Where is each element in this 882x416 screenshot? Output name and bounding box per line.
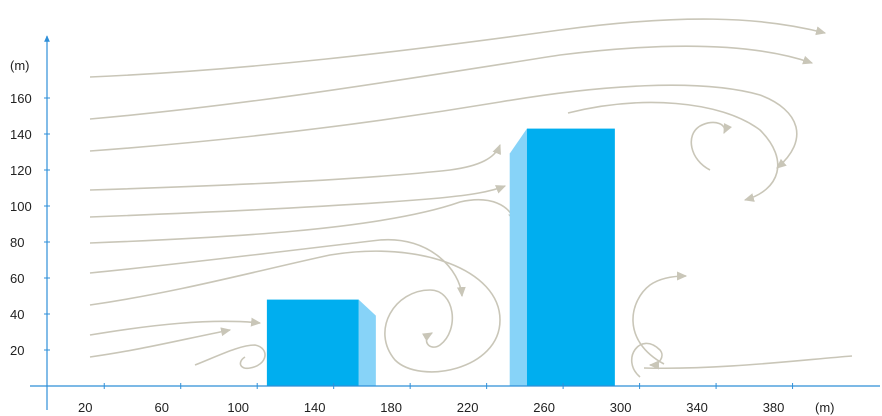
x-tick-label: 340 <box>686 400 708 415</box>
y-axis-ticks: 20 40 60 80 100 120 140 160 <box>10 91 50 358</box>
streamline <box>690 121 733 171</box>
tall-building-side <box>509 128 527 386</box>
streamline <box>89 238 466 298</box>
x-tick-label: 60 <box>154 400 168 415</box>
streamline <box>89 45 814 120</box>
x-tick-label: 380 <box>763 400 785 415</box>
streamline <box>89 18 827 78</box>
axes: 20 60 100 140 180 220 260 300 340 380 20 40 60 80 100… <box>10 35 880 415</box>
y-tick-label: 60 <box>10 271 24 286</box>
x-tick-label: 100 <box>227 400 249 415</box>
y-tick-label: 40 <box>10 307 24 322</box>
buildings <box>266 128 615 386</box>
streamline <box>89 198 517 244</box>
streamline <box>89 185 507 218</box>
streamline <box>632 271 688 365</box>
y-tick-label: 80 <box>10 235 24 250</box>
y-tick-label: 120 <box>10 163 32 178</box>
streamline <box>89 327 232 358</box>
streamline <box>89 84 798 169</box>
x-tick-label: 180 <box>380 400 402 415</box>
y-tick-label: 140 <box>10 127 32 142</box>
tall-building <box>526 128 615 386</box>
y-axis-unit-label: (m) <box>10 58 30 73</box>
low-building <box>266 299 359 386</box>
streamline <box>567 101 779 202</box>
y-tick-label: 20 <box>10 343 24 358</box>
low-building-side <box>358 299 376 386</box>
streamline <box>89 317 262 336</box>
y-tick-label: 160 <box>10 91 32 106</box>
y-tick-label: 100 <box>10 199 32 214</box>
x-tick-label: 300 <box>610 400 632 415</box>
x-tick-label: 220 <box>457 400 479 415</box>
x-tick-label: 140 <box>304 400 326 415</box>
streamline <box>89 250 501 373</box>
streamline <box>630 342 663 378</box>
x-axis-unit-label: (m) <box>815 400 835 415</box>
x-tick-label: 260 <box>533 400 555 415</box>
streamline <box>89 143 501 191</box>
streamline <box>643 355 853 370</box>
wind-streamlines <box>89 18 853 378</box>
x-axis-ticks: 20 60 100 140 180 220 260 300 340 380 <box>78 383 794 415</box>
x-tick-label: 20 <box>78 400 92 415</box>
streamline <box>194 344 266 370</box>
